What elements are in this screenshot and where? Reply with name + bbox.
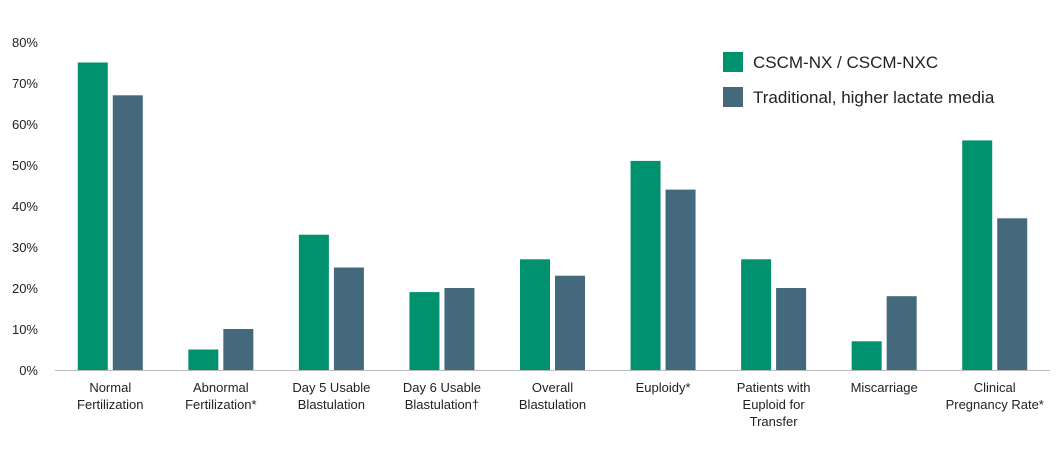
legend-swatch [723, 52, 743, 72]
legend-label: Traditional, higher lactate media [753, 88, 995, 107]
category-label: Clinical Pregnancy Rate* [946, 380, 1044, 412]
bar-cscm [851, 341, 882, 370]
y-tick-label: 0% [19, 363, 38, 378]
bar-cscm [188, 349, 219, 370]
category-label: Day 5 Usable Blastulation [292, 380, 370, 412]
y-tick-label: 60% [12, 117, 38, 132]
category-label: Euploidy* [636, 380, 691, 395]
legend-label: CSCM-NX / CSCM-NXC [753, 53, 938, 72]
y-tick-label: 30% [12, 240, 38, 255]
y-tick-label: 80% [12, 35, 38, 50]
category-label: Normal Fertilization [77, 380, 143, 412]
bar-cscm [630, 160, 661, 370]
bars [77, 62, 1028, 371]
bar-cscm [741, 259, 772, 370]
bar-traditional [886, 296, 917, 370]
category-labels: Normal Fertilization Abnormal Fertilization… [77, 380, 1044, 429]
category-label: Abnormal Fertilization* [185, 380, 257, 412]
category-label: Patients with Euploid for Transfer [737, 380, 811, 429]
bar-cscm [409, 292, 440, 370]
category-label: Miscarriage [851, 380, 918, 395]
category-label: Day 6 Usable Blastulation† [403, 380, 481, 412]
y-tick-label: 40% [12, 199, 38, 214]
bar-traditional [776, 288, 807, 370]
y-tick-label: 10% [12, 322, 38, 337]
bar-cscm [520, 259, 550, 370]
bar-traditional [223, 329, 254, 370]
y-tick-label: 70% [12, 76, 38, 91]
y-tick-label: 20% [12, 281, 38, 296]
y-tick-label: 50% [12, 158, 38, 173]
legend: CSCM-NX / CSCM-NXC Traditional, higher la… [723, 52, 995, 107]
bar-traditional [444, 288, 475, 370]
bar-traditional [333, 267, 364, 370]
bar-cscm [298, 234, 329, 370]
bar-traditional [555, 275, 585, 370]
y-axis: 0% 10% 20% 30% 40% 50% 60% 70% 80% [12, 35, 38, 378]
category-label: Overall Blastulation [519, 380, 586, 412]
bar-traditional [665, 189, 696, 370]
legend-swatch [723, 87, 743, 107]
bar-cscm [962, 140, 993, 370]
bar-traditional [997, 218, 1028, 370]
bar-cscm [77, 62, 108, 370]
bar-traditional [112, 95, 143, 371]
